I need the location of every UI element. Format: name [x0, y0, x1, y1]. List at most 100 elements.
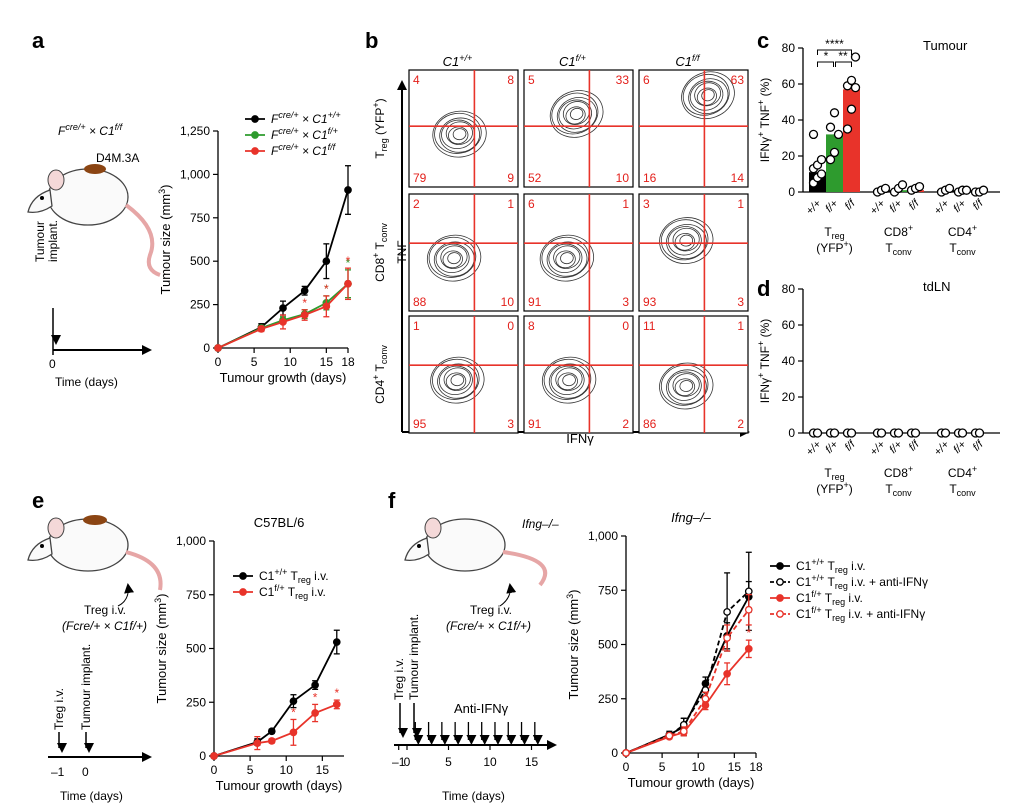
- data-point: [833, 129, 844, 140]
- y-tick-label: 20: [782, 149, 796, 163]
- y-tick-label: 0: [788, 426, 795, 440]
- data-point: [893, 428, 904, 438]
- contour-ring: [679, 380, 694, 392]
- y-tick-label: 750: [598, 583, 618, 597]
- y-tick-label: 40: [782, 354, 796, 368]
- y-tick-label: 0: [199, 749, 206, 763]
- significance-star: *: [302, 296, 307, 310]
- quadrant-ur: 8: [507, 73, 514, 87]
- bar: [826, 134, 843, 192]
- flow-plot-box: [408, 193, 519, 312]
- bar: [843, 89, 860, 192]
- contour-ring: [701, 89, 715, 102]
- quadrant-lr: 3: [622, 295, 629, 309]
- data-point: [846, 428, 857, 438]
- genotype-label: +/+: [868, 438, 888, 458]
- quadrant-ll: 93: [643, 295, 657, 309]
- y-tick-label: 250: [598, 692, 618, 706]
- quadrant-ur: 1: [622, 197, 629, 211]
- significance-star: *: [291, 705, 296, 719]
- group-label: CD8+​: [884, 223, 913, 239]
- quadrant-ul: 2: [413, 197, 420, 211]
- quadrant-ul: 1: [413, 319, 420, 333]
- group-label: Treg​: [824, 466, 844, 482]
- group-label: (YFP+​): [816, 239, 853, 255]
- group-label: CD4+​: [948, 223, 977, 239]
- contour-ring: [448, 126, 469, 145]
- genotype-label: +/+: [804, 197, 824, 217]
- contour-ring: [666, 369, 707, 405]
- contour-ring: [445, 372, 467, 391]
- quadrant-lr: 2: [622, 417, 629, 431]
- data-point: [300, 311, 309, 319]
- sig-label: *: [824, 49, 829, 63]
- treg-source-label: (Fcre/+ × C1f/+): [62, 619, 147, 633]
- y-tick-label: 500: [598, 638, 618, 652]
- y-tick-label: 80: [782, 282, 796, 296]
- timeline-axis-label: Time (days): [60, 789, 123, 803]
- x-axis-label: Tumour growth (days): [216, 778, 343, 793]
- group-label: Tconv​: [885, 482, 912, 498]
- x-tick-label: 15: [728, 760, 742, 774]
- legend-marker: [776, 578, 784, 586]
- data-point: [957, 428, 968, 438]
- contour-ring: [569, 107, 584, 120]
- significance-star: *: [313, 690, 318, 704]
- legend-label: C1+/+​ Treg​ i.v. + anti-IFNγ: [796, 573, 928, 591]
- contour-ring: [659, 362, 714, 410]
- y-axis-label: IFNγ+​ TNF+​ (%): [756, 78, 772, 163]
- data-point: [267, 737, 276, 745]
- contour-ring: [560, 252, 574, 265]
- data-point: [808, 129, 819, 140]
- tumour-icon: [84, 164, 106, 174]
- genotype-label: f/f: [843, 438, 859, 454]
- quadrant-ul: 6: [643, 73, 650, 87]
- sig-bracket: [835, 61, 852, 67]
- x-tick-label: 10: [284, 355, 298, 369]
- genotype-label: f/+: [887, 438, 905, 456]
- flow-plot-box: [408, 315, 519, 434]
- legend-label: C1f/+​ Treg​ i.v. + anti-IFNγ: [796, 605, 925, 623]
- series-line: [217, 283, 349, 349]
- sig-label: **: [838, 49, 848, 63]
- data-point: [914, 181, 925, 192]
- data-point: [910, 428, 921, 438]
- contour-ring: [555, 367, 583, 391]
- quadrant-ll: 86: [643, 417, 657, 431]
- y-tick-label: 1,250: [180, 124, 210, 138]
- y-tick-label: 0: [611, 746, 618, 760]
- timeline-tick-m1: –1: [51, 765, 65, 779]
- x-tick-label: 0: [211, 763, 218, 777]
- y-tick-label: 60: [782, 318, 796, 332]
- mouse-genotype-label: Ifng–/–: [522, 517, 559, 531]
- column-header: C1+/+: [443, 53, 473, 69]
- data-point: [825, 154, 836, 165]
- y-tick-label: 1,000: [176, 534, 206, 548]
- group-label: CD4+​: [948, 464, 977, 480]
- timeline-ticks: –10 5 10 15: [392, 745, 538, 769]
- timeline-event-0: Treg i.v.: [392, 658, 406, 700]
- contour-ring: [445, 121, 473, 145]
- panel-b-flow-grid: C1+/+ C1f/+ C1f/f Treg​ (YFP+​) CD8+​ Tconv​…: [371, 53, 750, 446]
- contour-ring: [543, 358, 592, 400]
- data-point: [279, 318, 287, 326]
- panel-label-c: c: [757, 28, 769, 53]
- legend-label: Fcre/+​ × C1f/+​: [271, 126, 338, 142]
- significance-star: *: [324, 282, 329, 296]
- y-tick-label: 750: [186, 588, 206, 602]
- quadrant-ll: 88: [413, 295, 427, 309]
- legend-marker: [239, 588, 247, 596]
- mouse-genotype-label: Fcre/+ × C1f/f: [58, 122, 124, 138]
- data-point: [257, 325, 266, 333]
- timeline-tick-label: 10: [483, 755, 497, 769]
- column-header: C1f/+: [559, 53, 586, 69]
- contour-ring: [659, 217, 714, 264]
- contour-ring: [556, 97, 598, 133]
- flow-plot-box: [638, 69, 749, 188]
- flow-plot-box: [523, 193, 634, 312]
- chart-title: Tumour: [923, 38, 968, 53]
- contour-ring: [430, 356, 485, 404]
